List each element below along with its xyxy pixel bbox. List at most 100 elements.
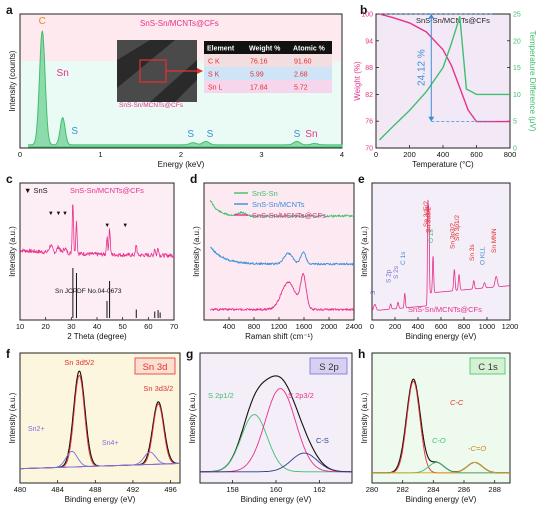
table-cell: 17.84 [250, 85, 268, 92]
peak-label: S [207, 129, 214, 140]
panel-c: c 10 20 30 40 50 60 70 2 Theta (degree) Intensity… [6, 172, 178, 341]
y-axis-label: Intensity (a.u.) [8, 392, 17, 443]
x-tick-label: 480 [14, 485, 27, 494]
x-tick-label: 600 [470, 150, 483, 159]
peak-label: Sn [57, 68, 69, 79]
x-tick-label: 492 [127, 485, 140, 494]
panel-letter: a [6, 3, 13, 17]
x-tick-label: 40 [93, 322, 101, 331]
peak-label: Sn 3d3/2 [426, 207, 433, 233]
panel-e: e 0 200 400 600 800 1000 1200 Binding energy (eV… [358, 172, 518, 341]
x-tick-label: 400 [412, 322, 425, 331]
y-axis-label: Intensity (a.u.) [188, 392, 197, 443]
x-tick-label: 4 [340, 150, 344, 159]
title-box [309, 357, 348, 375]
x-tick-label: 284 [427, 485, 440, 494]
table-cell: 5.99 [250, 72, 264, 79]
xrd-pattern [19, 204, 175, 258]
arrow-head [428, 14, 435, 19]
x-tick-label: 70 [170, 322, 178, 331]
plot-frame [203, 182, 355, 321]
peak-label: Sn 3s [469, 244, 476, 261]
y-axis-label: Intensity (a.u.) [360, 226, 369, 277]
x-axis-label: Energy (keV) [158, 160, 205, 169]
plot-frame [19, 182, 175, 321]
peak-label: Sn4+ [102, 440, 119, 447]
peak-label: C-O [432, 436, 446, 445]
sample-label: SnS-Sn/MCNTs@CFs [408, 305, 482, 314]
table-header: Atomic % [293, 46, 326, 53]
x-tick-label: 400 [437, 150, 450, 159]
baseline [19, 463, 181, 470]
peak-label: S [294, 129, 301, 140]
peak-label: Sn 3p1/2 [454, 215, 461, 241]
title-box [134, 357, 176, 375]
panel-h: h 280 282 284 286 288 Binding energy (eV) Inten… [358, 347, 511, 504]
sample-label: SnS-Sn/MCNTs@CFs [416, 16, 490, 25]
panel-f: f 480 484 488 492 496 Binding energy (eV) Inten… [6, 347, 181, 504]
table-row [204, 54, 332, 67]
dta-curve [378, 16, 510, 141]
x-tick-label: 162 [313, 485, 326, 494]
x-tick-label: 1200 [271, 322, 288, 331]
peak-label: S 2p1/2 [208, 391, 234, 400]
y-tick-label: 94 [365, 38, 373, 45]
y-axis-label: Intensity (counts) [8, 50, 17, 111]
panel-letter: d [190, 172, 197, 186]
x-tick-label: 600 [435, 322, 448, 331]
y2-tick-label: 20 [513, 38, 521, 45]
x-axis-label: Binding energy (eV) [65, 495, 136, 504]
x-tick-label: 280 [366, 485, 379, 494]
x-tick-label: 488 [89, 485, 102, 494]
x-tick-label: 50 [118, 322, 126, 331]
peak-label: C [39, 16, 46, 27]
panel-letter: g [186, 347, 193, 361]
y-axis-label: Intensity (a.u.) [8, 226, 17, 277]
peak-label: Sn MNN [491, 228, 498, 253]
x-axis-label: Binding energy (eV) [406, 495, 477, 504]
x-tick-label: 800 [248, 322, 261, 331]
y-tick-label: 70 [365, 146, 373, 153]
panel-title: S 2p [319, 362, 339, 373]
inset-label: SnS-Sn/MCNTs@CFs [119, 102, 184, 109]
plot-frame [371, 352, 511, 484]
arrow-head [428, 116, 435, 122]
peak-label: S [370, 290, 377, 295]
plot-frame [199, 352, 353, 484]
plot-frame [371, 182, 511, 321]
eds-spectrum [28, 30, 343, 148]
x-tick-label: 30 [67, 322, 75, 331]
peak-label: S 2p3/2 [288, 391, 314, 400]
peak-label: Sn 3d5/2 [64, 358, 94, 367]
peak-label: C 1s [400, 251, 407, 265]
sns-marker: ▼ [62, 211, 68, 217]
table-cell: C K [208, 59, 220, 66]
x-tick-label: 2400 [346, 322, 363, 331]
peak-label: C-C [450, 398, 464, 407]
table-cell: 91.60 [294, 59, 312, 66]
x-axis-label: Binding energy (eV) [406, 332, 477, 341]
sns-marker: ▼ [104, 223, 110, 229]
x-tick-label: 282 [396, 485, 409, 494]
y2-tick-label: 0 [513, 146, 517, 153]
peak-label: S [71, 126, 78, 137]
x-tick-label: 800 [504, 150, 517, 159]
reference-label: Sn JCPDF No.04-0673 [55, 288, 122, 295]
x-tick-label: 160 [270, 485, 283, 494]
weight-loss-label: 24.12 % [417, 49, 428, 86]
x-tick-label: 1000 [479, 322, 496, 331]
xps-survey [371, 199, 511, 311]
x-tick-label: 10 [16, 322, 24, 331]
peak-label: S [187, 129, 194, 140]
table-cell: 5.72 [294, 85, 308, 92]
panel-letter: b [360, 3, 367, 17]
y-tick-label: 88 [365, 65, 373, 72]
table-header-bg [204, 41, 332, 54]
panel-letter: f [6, 347, 11, 361]
table-row [204, 67, 332, 80]
sns-marker: ▼ [56, 211, 62, 217]
table-header: Weight % [249, 46, 281, 53]
y-tick-label: 76 [365, 119, 373, 126]
peak-label: Sn 3d5/2 [423, 201, 430, 227]
